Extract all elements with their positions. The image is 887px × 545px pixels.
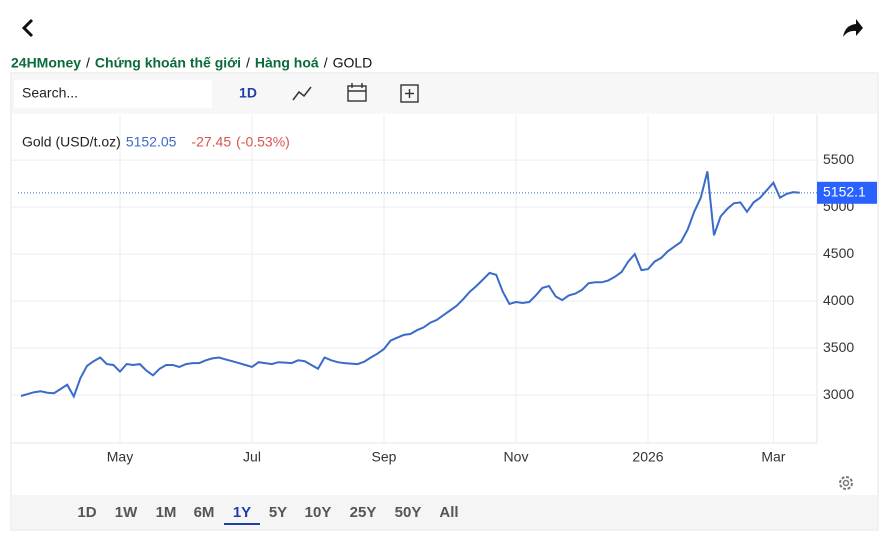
legend-name: Gold (USD/t.oz) bbox=[22, 134, 121, 150]
add-indicator-icon[interactable] bbox=[400, 84, 419, 103]
breadcrumb-item[interactable]: Hàng hoá bbox=[255, 55, 319, 71]
legend-change-pct: (-0.53%) bbox=[236, 134, 290, 150]
chart-type-icon[interactable] bbox=[292, 86, 312, 101]
price-tag bbox=[817, 181, 877, 204]
x-tick-label: Mar bbox=[761, 449, 785, 465]
x-tick-label: Jul bbox=[243, 449, 261, 465]
search-box[interactable] bbox=[14, 80, 212, 108]
breadcrumb: 24HMoney / Chứng khoán thế giới / Hàng hoá / G… bbox=[11, 55, 372, 71]
settings-icon[interactable] bbox=[839, 476, 853, 490]
legend-value: 5152.05 bbox=[126, 134, 177, 150]
x-tick-label: May bbox=[107, 449, 133, 465]
legend-change: -27.45 bbox=[191, 134, 231, 150]
range-button[interactable]: 1M bbox=[156, 504, 177, 521]
search-placeholder[interactable]: Search... bbox=[22, 85, 78, 101]
range-button[interactable]: 50Y bbox=[395, 504, 422, 521]
breadcrumb-item[interactable]: Chứng khoán thế giới bbox=[95, 55, 241, 71]
x-tick-label: Nov bbox=[504, 449, 529, 465]
breadcrumb-separator: / bbox=[86, 55, 90, 71]
y-tick-label: 5500 bbox=[823, 151, 854, 167]
price-line bbox=[20, 171, 800, 399]
y-tick-label: 3000 bbox=[823, 386, 854, 402]
price-tag-label: 5152.1 bbox=[823, 184, 866, 200]
range-button[interactable]: 1Y bbox=[233, 504, 251, 521]
range-button[interactable]: 5Y bbox=[269, 504, 287, 521]
range-button[interactable]: 1D bbox=[77, 504, 96, 521]
breadcrumb-separator: / bbox=[246, 55, 250, 71]
range-button[interactable]: All bbox=[439, 504, 458, 521]
range-button[interactable]: 1W bbox=[115, 504, 138, 521]
range-bar bbox=[12, 495, 877, 529]
calendar-icon[interactable] bbox=[347, 83, 367, 102]
y-tick-label: 3500 bbox=[823, 339, 854, 355]
back-icon[interactable] bbox=[21, 18, 34, 38]
x-tick-label: 2026 bbox=[632, 449, 663, 465]
breadcrumb-separator: / bbox=[324, 55, 328, 71]
range-button[interactable]: 25Y bbox=[350, 504, 377, 521]
y-tick-label: 4500 bbox=[823, 245, 854, 261]
breadcrumb-item[interactable]: 24HMoney bbox=[11, 55, 81, 71]
y-tick-label: 4000 bbox=[823, 292, 854, 308]
share-icon[interactable] bbox=[843, 19, 863, 37]
range-button[interactable]: 10Y bbox=[305, 504, 332, 521]
interval-button[interactable]: 1D bbox=[239, 85, 257, 101]
x-tick-label: Sep bbox=[372, 449, 397, 465]
range-button[interactable]: 6M bbox=[194, 504, 215, 521]
breadcrumb-item: GOLD bbox=[333, 55, 373, 71]
